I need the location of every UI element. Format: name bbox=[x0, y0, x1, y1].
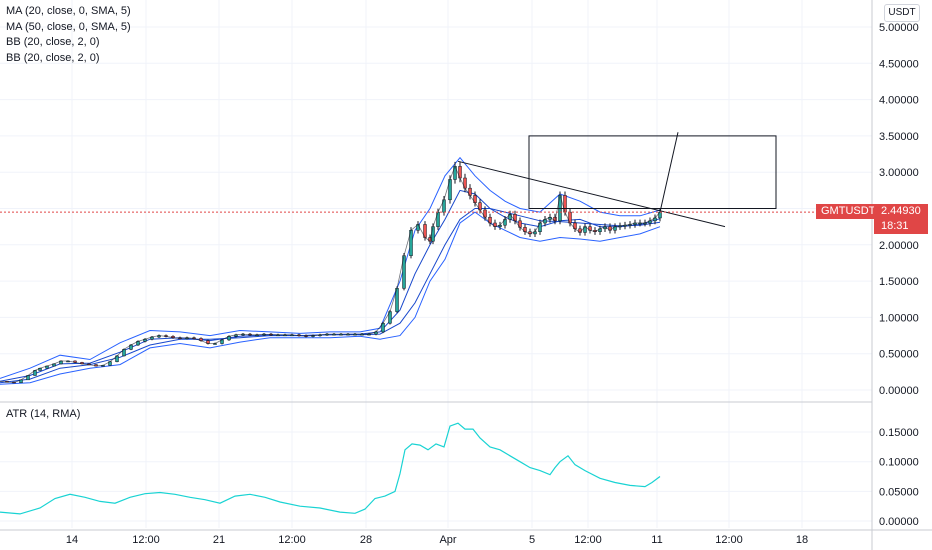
time-axis-label: 5 bbox=[529, 534, 535, 546]
time-axis-label: 12:00 bbox=[132, 534, 160, 546]
indicator-lines bbox=[0, 156, 661, 385]
drawings[interactable] bbox=[0, 132, 872, 228]
bb-upper-line bbox=[0, 156, 661, 379]
price-axis-label: 5.00000 bbox=[879, 22, 919, 34]
atr-axis[interactable]: 0.15000 0.10000 0.05000 0.00000 bbox=[879, 427, 919, 528]
legend-ma20[interactable]: MA (20, close, 0, SMA, 5) bbox=[6, 5, 131, 17]
time-axis-label: 18 bbox=[796, 534, 808, 546]
time-axis-label: 12:00 bbox=[278, 534, 306, 546]
atr-axis-label: 0.15000 bbox=[879, 427, 919, 439]
price-axis-label: 1.50000 bbox=[879, 276, 919, 288]
price-axis-label: 3.00000 bbox=[879, 167, 919, 179]
price-axis-label: 0.00000 bbox=[879, 385, 919, 397]
atr-pane[interactable] bbox=[0, 422, 661, 515]
candle-body bbox=[431, 226, 435, 242]
symbol-price-label: GMTUSDT bbox=[816, 204, 881, 219]
grid bbox=[0, 0, 872, 528]
price-line bbox=[0, 165, 661, 384]
time-axis[interactable]: 14 12:00 21 12:00 28 Apr 5 12:00 11 12:00 18 bbox=[66, 534, 808, 546]
price-axis-label: 4.50000 bbox=[879, 58, 919, 70]
atr-axis-label: 0.05000 bbox=[879, 486, 919, 498]
time-axis-label: 12:00 bbox=[715, 534, 743, 546]
time-axis-label: 14 bbox=[66, 534, 78, 546]
time-axis-label: 11 bbox=[651, 534, 662, 546]
atr-axis-label: 0.00000 bbox=[879, 516, 919, 528]
price-axis-label: 2.00000 bbox=[879, 240, 919, 252]
ma50-line bbox=[0, 208, 661, 384]
price-axis-label: 1.00000 bbox=[879, 312, 919, 324]
atr-line bbox=[0, 422, 661, 515]
trendline bbox=[457, 160, 726, 228]
indicator-legend: MA (20, close, 0, SMA, 5) MA (50, close,… bbox=[6, 4, 131, 66]
atr-axis-label: 0.10000 bbox=[879, 457, 919, 469]
last-price-value: 2.44930 bbox=[881, 205, 921, 217]
target-rectangle bbox=[528, 135, 777, 209]
legend-bb-2[interactable]: BB (20, close, 2, 0) bbox=[6, 51, 100, 64]
currency-button[interactable]: USDT bbox=[884, 4, 920, 22]
projection-line bbox=[659, 132, 679, 213]
time-axis-label: 28 bbox=[360, 534, 372, 546]
atr-legend[interactable]: ATR (14, RMA) bbox=[6, 408, 81, 420]
price-axis-label: 4.00000 bbox=[879, 95, 919, 107]
time-axis-label: Apr bbox=[439, 534, 456, 546]
time-axis-label: 12:00 bbox=[574, 534, 602, 546]
candles bbox=[0, 161, 662, 384]
price-pane[interactable] bbox=[0, 132, 872, 385]
bb-lower-line bbox=[0, 211, 661, 385]
price-axis-label: 0.50000 bbox=[879, 349, 919, 361]
time-axis-label: 21 bbox=[213, 534, 225, 546]
price-axis-label: 3.50000 bbox=[879, 131, 919, 143]
bar-countdown: 18:31 bbox=[881, 220, 909, 232]
last-price-tag: 2.44930 18:31 bbox=[874, 204, 928, 234]
legend-ma50[interactable]: MA (50, close, 0, SMA, 5) bbox=[6, 20, 131, 33]
legend-bb-1[interactable]: BB (20, close, 2, 0) bbox=[6, 36, 100, 48]
